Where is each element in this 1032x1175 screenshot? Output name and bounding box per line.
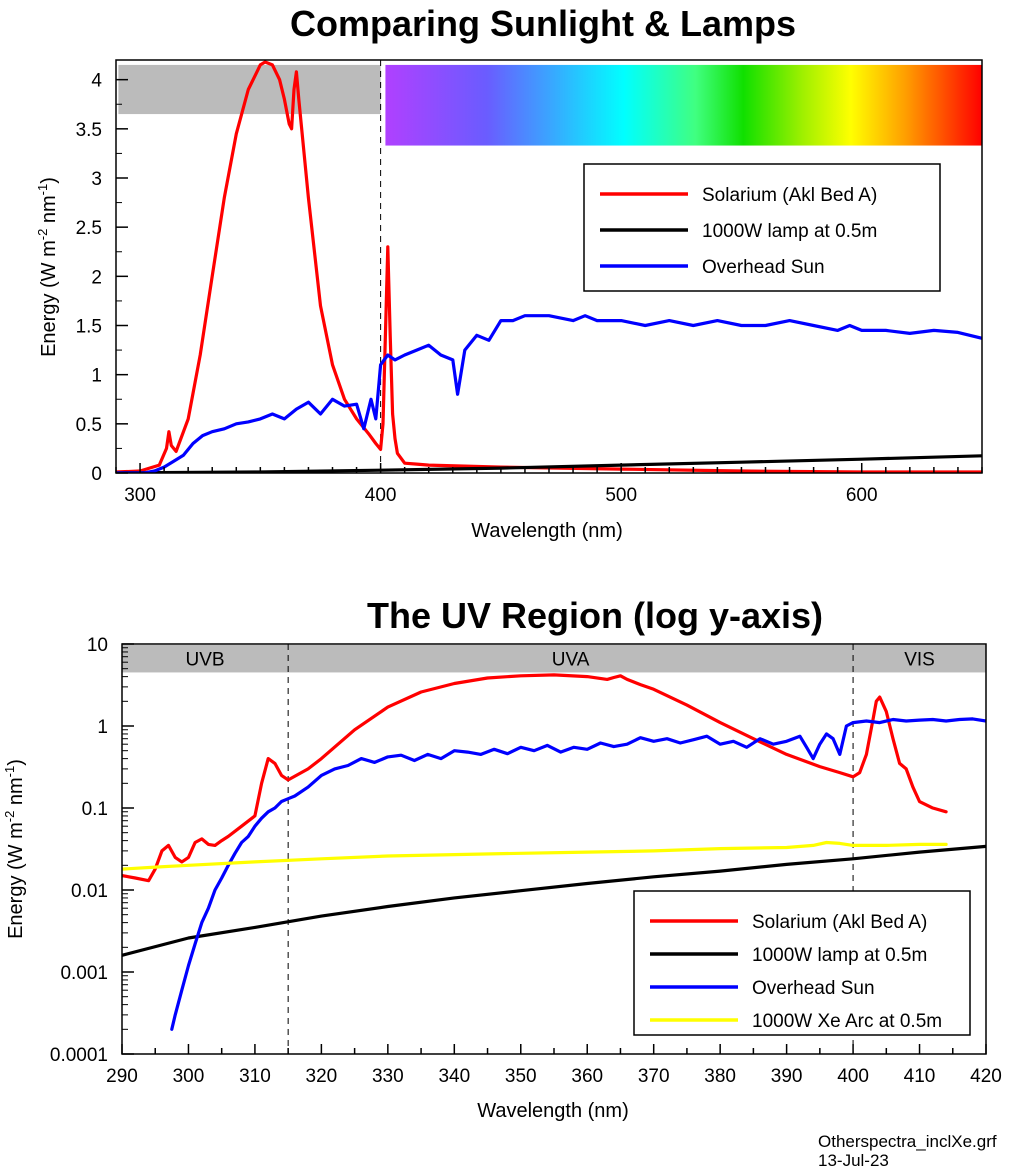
- legend-box: [633, 890, 971, 1036]
- series-overhead-sun: [116, 314, 982, 473]
- series-overhead-sun: [170, 717, 986, 1031]
- footer-date: 13-Jul-23: [818, 1151, 889, 1170]
- x-tick-label: 600: [846, 485, 878, 506]
- series-solarium-akl-bed-a: [116, 60, 982, 473]
- chart-title: The UV Region (log y-axis): [367, 595, 823, 636]
- legend: Solarium (Akl Bed A) 1000W lamp at 0.5m Ov…: [633, 890, 971, 1036]
- x-tick-label: 420: [970, 1066, 1002, 1087]
- x-tick-label: 320: [306, 1066, 338, 1087]
- y-tick-label: 0.5: [76, 415, 102, 436]
- y-tick-label: 0.0001: [50, 1045, 108, 1066]
- footer-filename: Otherspectra_inclXe.grf: [818, 1132, 997, 1151]
- legend-box: [583, 163, 941, 292]
- band-label-vis: VIS: [904, 650, 935, 671]
- band-label-uvb: UVB: [186, 650, 225, 671]
- y-tick-label: 1.5: [76, 317, 102, 338]
- y-tick-label: 0.1: [82, 799, 108, 820]
- chart-title: Comparing Sunlight & Lamps: [290, 3, 796, 44]
- y-tick-label: 0: [91, 464, 102, 485]
- x-tick-label: 400: [365, 485, 397, 506]
- y-tick-label: 2: [91, 267, 102, 288]
- legend-label-overhead-sun: Overhead Sun: [702, 257, 825, 278]
- band-uva: [288, 645, 854, 673]
- y-tick-label: 0.01: [71, 881, 108, 902]
- x-tick-label: 290: [106, 1066, 138, 1087]
- band-vis: [853, 645, 986, 673]
- band-label-uva: UVA: [552, 650, 590, 671]
- x-tick-label: 400: [837, 1066, 869, 1087]
- x-tick-label: 300: [124, 485, 156, 506]
- x-tick-label: 350: [505, 1066, 537, 1087]
- legend-label-1000w-lamp-at-0-5m: 1000W lamp at 0.5m: [702, 221, 877, 242]
- x-tick-label: 390: [771, 1066, 803, 1087]
- x-tick-label: 330: [372, 1066, 404, 1087]
- legend-label-solarium-akl-bed-a: Solarium (Akl Bed A): [702, 185, 877, 206]
- legend: Solarium (Akl Bed A) 1000W lamp at 0.5m Ov…: [583, 163, 941, 292]
- y-tick-label: 10: [87, 635, 108, 656]
- series-group: [122, 673, 986, 1031]
- x-axis-label: Wavelength (nm): [471, 520, 623, 542]
- band-uvb: [122, 645, 289, 673]
- series-1000w-lamp-at-0-5m: [122, 844, 986, 957]
- y-tick-label: 3.5: [76, 120, 102, 141]
- visible-spectrum-bar: [385, 64, 982, 146]
- y-tick-label: 1: [97, 717, 108, 738]
- y-axis-label: Energy (W m-2 nm-1): [35, 177, 60, 357]
- legend-label-1000w-lamp-at-0-5m: 1000W lamp at 0.5m: [752, 945, 927, 966]
- y-tick-label: 3: [91, 169, 102, 190]
- y-axis-label: Energy (W m-2 nm-1): [2, 759, 27, 939]
- y-tick-label: 4: [91, 71, 102, 92]
- x-tick-label: 380: [704, 1066, 736, 1087]
- x-tick-label: 500: [605, 485, 637, 506]
- legend-label-solarium-akl-bed-a: Solarium (Akl Bed A): [752, 912, 927, 933]
- x-tick-label: 340: [438, 1066, 470, 1087]
- x-tick-label: 410: [904, 1066, 936, 1087]
- y-tick-label: 2.5: [76, 218, 102, 239]
- y-tick-label: 1: [91, 366, 102, 387]
- x-tick-label: 360: [571, 1066, 603, 1087]
- x-tick-label: 300: [173, 1066, 205, 1087]
- x-axis-label: Wavelength (nm): [477, 1100, 629, 1122]
- legend-label-overhead-sun: Overhead Sun: [752, 978, 875, 999]
- x-tick-label: 310: [239, 1066, 271, 1087]
- y-tick-label: 0.001: [60, 963, 108, 984]
- series-solarium-akl-bed-a: [122, 673, 948, 883]
- legend-label-1000w-xe-arc-at-0-5m: 1000W Xe Arc at 0.5m: [752, 1011, 942, 1032]
- chart-1: Comparing Sunlight & Lamps 300 400 500 600 0 0…: [35, 3, 983, 542]
- chart-2: The UV Region (log y-axis) UVB UVA VIS 290 30…: [2, 595, 1002, 1122]
- series-1000w-xe-arc-at-0-5m: [122, 840, 948, 871]
- x-tick-label: 370: [638, 1066, 670, 1087]
